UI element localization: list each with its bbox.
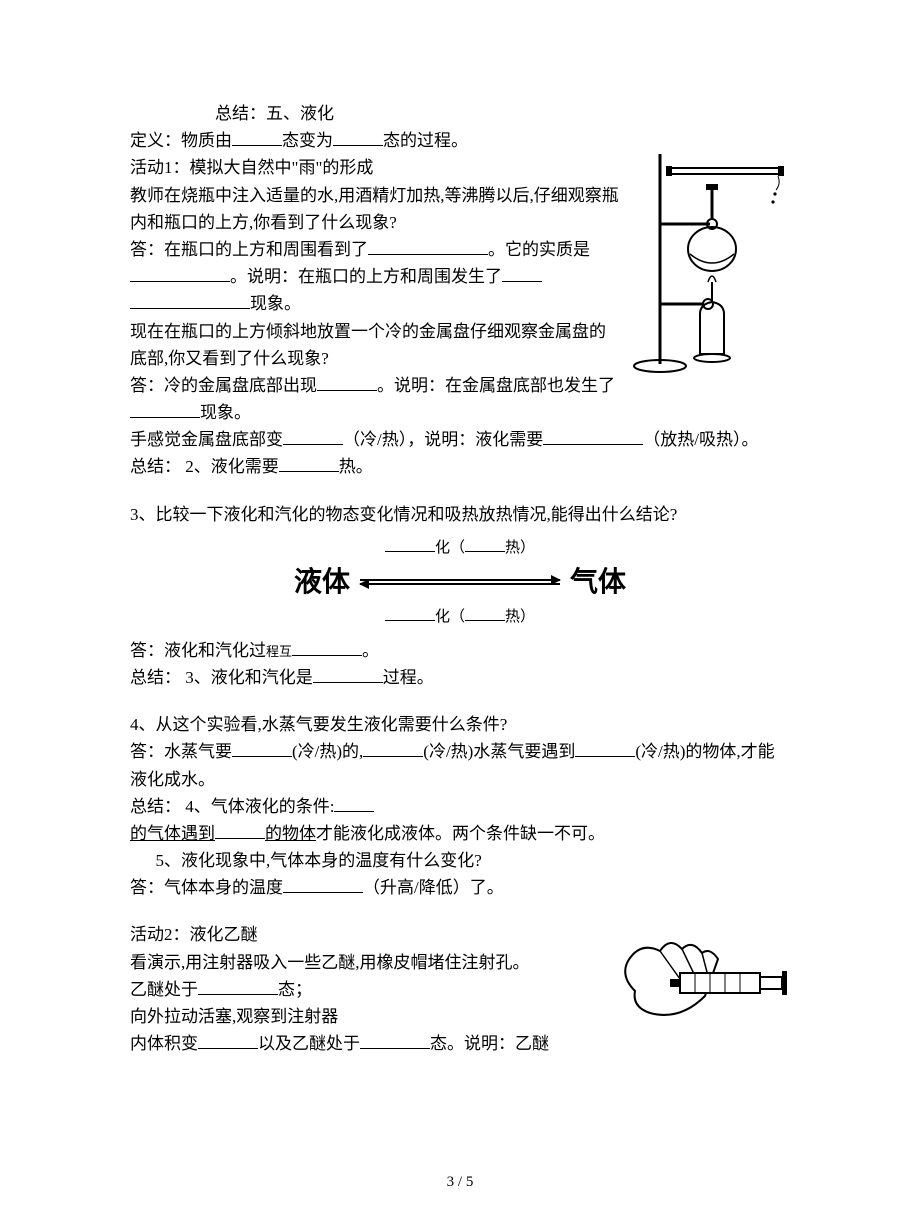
text: 热） [505, 609, 535, 625]
q5-answer: 答：气体本身的温度 （升高/降低）了。 [130, 874, 790, 901]
text: 才能液化成液体。两个条件缺一不可。 [316, 824, 605, 843]
blank [198, 994, 278, 995]
blank [543, 444, 643, 445]
text: 总结： 2、液化需要 [130, 457, 279, 476]
text: 热） [505, 540, 535, 556]
blank [130, 417, 200, 418]
blank [465, 620, 505, 621]
def-prefix: 定义：物质由 [130, 131, 232, 150]
blank [368, 254, 488, 255]
text: 热。 [339, 457, 373, 476]
text: 。说明：在瓶口的上方和周围发生了 [230, 267, 502, 286]
blank [215, 838, 265, 839]
blank [130, 281, 230, 282]
text: 答：液化和汽化过 [130, 641, 266, 660]
blank [283, 892, 363, 893]
text-small: 程互 [266, 644, 292, 659]
q4-question: 4、从这个实验看,水蒸气要发生液化需要什么条件? [130, 711, 790, 738]
text: 化（ [435, 540, 465, 556]
text: (冷/热)的, [292, 742, 363, 761]
blank [313, 682, 383, 683]
def-mid: 态变为 [282, 131, 333, 150]
underlined-text: 的气体遇到 [130, 824, 215, 843]
state-change-diagram: 化（ 热） 液体 气体 化（ 热） [130, 536, 790, 629]
blank [465, 551, 505, 552]
blank [385, 551, 435, 552]
gas-label: 气体 [570, 560, 626, 605]
blank [334, 811, 374, 812]
text: 。说明：在金属盘底部也发生了 [377, 376, 615, 395]
text: 总结： 4、气体液化的条件: [130, 797, 334, 816]
arrow-top-label: 化（ 热） [294, 536, 626, 560]
q3-answer: 答：液化和汽化过程互 。 [130, 637, 790, 664]
arrow-left-icon [360, 583, 560, 585]
text: 内体积变 [130, 1034, 198, 1053]
arrow-bottom-label: 化（ 热） [294, 605, 626, 629]
text: 以及乙醚处于 [258, 1034, 360, 1053]
activity1-feel: 手感觉金属盘底部变 （冷/热），说明：液化需要 （放热/吸热）。 [130, 426, 790, 453]
text: 答：冷的金属盘底部出现 [130, 376, 317, 395]
blank [575, 756, 635, 757]
text: （升高/降低）了。 [363, 878, 504, 897]
blank [317, 390, 377, 391]
liquid-label: 液体 [294, 560, 350, 605]
text: （放热/吸热）。 [643, 430, 758, 449]
activity2-block: 活动2：液化乙醚 看演示,用注射器吸入一些乙醚,用橡皮帽堵住注射孔。 乙醚处于态… [130, 921, 790, 1061]
definition-line: 定义：物质由 态变为 态的过程。 [130, 127, 790, 154]
text: 现象。 [250, 294, 301, 313]
text: 手感觉金属盘底部变 [130, 430, 283, 449]
blank [279, 471, 339, 472]
summary-2: 总结： 2、液化需要 热。 [130, 453, 790, 480]
blank [360, 1048, 430, 1049]
blank [232, 145, 282, 146]
text: 答：在瓶口的上方和周围看到了 [130, 240, 368, 259]
blank [385, 620, 435, 621]
text: （冷/热），说明：液化需要 [343, 430, 543, 449]
text: 态。说明：乙醚 [430, 1034, 549, 1053]
text: 现象。 [200, 403, 251, 422]
arrow-right-icon [360, 579, 560, 581]
activity1-ans2: 答：冷的金属盘底部出现 。说明：在金属盘底部也发生了现象。 [130, 372, 790, 426]
summary-4: 总结： 4、气体液化的条件: [130, 793, 790, 820]
blank [333, 145, 383, 146]
text: 。 [362, 641, 379, 660]
blank [130, 308, 250, 309]
activity1-block: 活动1：模拟大自然中"雨"的形成 教师在烧瓶中注入适量的水,用酒精灯加热,等沸腾… [130, 154, 790, 480]
blank [502, 281, 542, 282]
q3-question: 3、比较一下液化和汽化的物态变化情况和吸热放热情况,能得出什么结论? [130, 501, 790, 528]
blank [198, 1048, 258, 1049]
text: 乙醚处于 [130, 980, 198, 999]
syringe-hand-figure [610, 921, 790, 1061]
blank [283, 444, 343, 445]
summary-3: 总结： 3、液化和汽化是 过程。 [130, 664, 790, 691]
text: (冷/热)水蒸气要遇到 [423, 742, 575, 761]
def-suffix: 态的过程。 [383, 131, 468, 150]
text: 。它的实质是 [488, 240, 590, 259]
text: 答：气体本身的温度 [130, 878, 283, 897]
document-content: 总结：五、液化 定义：物质由 态变为 态的过程。 [130, 100, 790, 1061]
page-footer: 3 / 5 [0, 1170, 920, 1194]
blank [292, 655, 362, 656]
blank [363, 756, 423, 757]
summary-4-line: 的气体遇到 的物体才能液化成液体。两个条件缺一不可。 [130, 820, 790, 847]
text: 答：水蒸气要 [130, 742, 232, 761]
summary-title: 总结：五、液化 [130, 100, 790, 127]
underlined-text: 的物体 [265, 824, 316, 843]
flask-apparatus-figure [630, 154, 790, 374]
text: 化（ [435, 609, 465, 625]
q4-answer: 答：水蒸气要(冷/热)的,(冷/热)水蒸气要遇到(冷/热)的物体,才能液化成水。 [130, 738, 790, 792]
blank [232, 756, 292, 757]
q5-question: 5、液化现象中,气体本身的温度有什么变化? [130, 847, 790, 874]
text: 总结： 3、液化和汽化是 [130, 668, 313, 687]
text: 过程。 [383, 668, 434, 687]
text: 态； [278, 980, 312, 999]
